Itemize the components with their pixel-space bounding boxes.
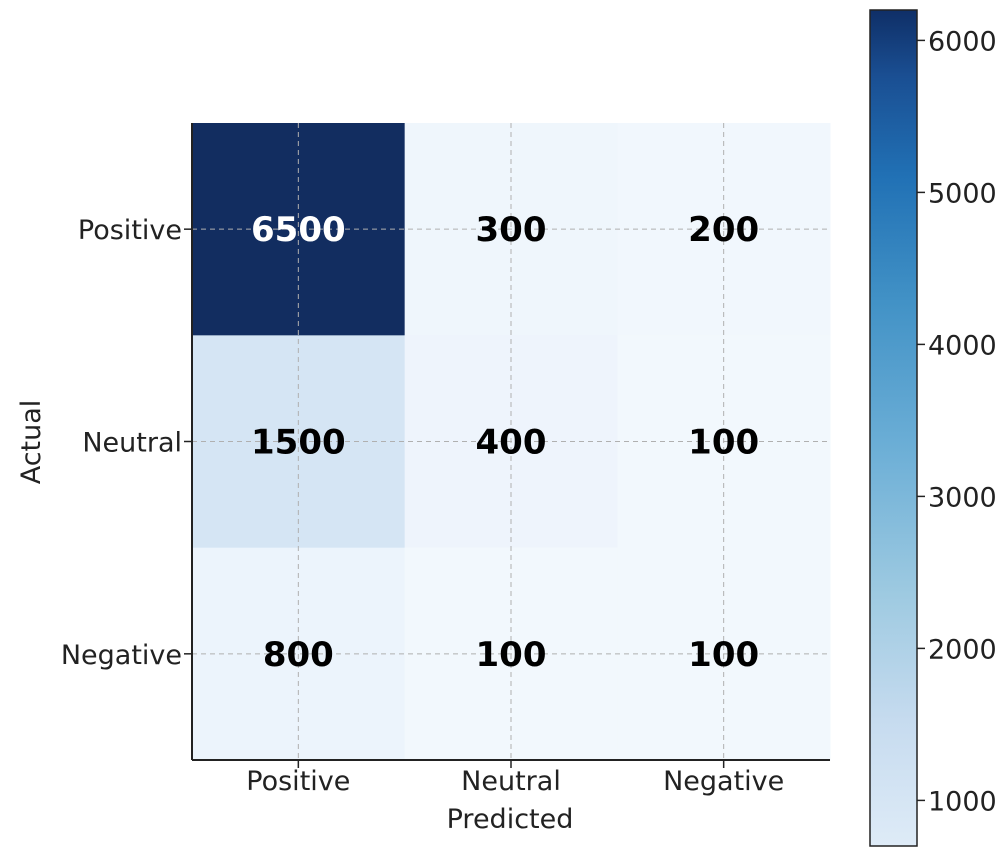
x-axis-label: Predicted bbox=[447, 804, 574, 835]
cell-values: 6500 300 200 1500 400 100 800 100 100 bbox=[251, 210, 759, 675]
cell-value-r2-c0: 800 bbox=[263, 635, 334, 675]
cell-value-r1-c1: 400 bbox=[476, 423, 547, 463]
colorbar-tick-label-0: 1000 bbox=[928, 786, 997, 817]
colorbar-gradient bbox=[869, 9, 918, 847]
x-tick-label-2: Negative bbox=[663, 766, 784, 797]
x-tick-labels: Positive Neutral Negative bbox=[246, 760, 784, 797]
y-tick-labels: Positive Neutral Negative bbox=[61, 215, 192, 671]
cell-value-r0-c1: 300 bbox=[476, 210, 547, 250]
x-tick-label-0: Positive bbox=[246, 766, 350, 797]
y-tick-label-1: Neutral bbox=[82, 428, 182, 459]
colorbar-tick-label-2: 3000 bbox=[928, 482, 997, 513]
x-tick-label-1: Neutral bbox=[461, 766, 561, 797]
y-axis-label: Actual bbox=[16, 400, 47, 485]
cell-value-r1-c2: 100 bbox=[688, 423, 759, 463]
colorbar-tick-label-1: 2000 bbox=[928, 634, 997, 665]
cell-value-r0-c0: 6500 bbox=[251, 210, 346, 250]
colorbar-tick-label-3: 4000 bbox=[928, 330, 997, 361]
cell-value-r2-c1: 100 bbox=[476, 635, 547, 675]
colorbar: 1000 2000 3000 4000 5000 6000 bbox=[869, 9, 997, 847]
heatmap-cell-r0-c0 bbox=[192, 123, 406, 336]
cell-value-r2-c2: 100 bbox=[688, 635, 759, 675]
colorbar-tick-label-4: 5000 bbox=[928, 178, 997, 209]
y-tick-label-0: Positive bbox=[78, 215, 182, 246]
grid-lines bbox=[192, 123, 830, 760]
colorbar-tick-label-5: 6000 bbox=[928, 26, 997, 57]
cell-value-r0-c2: 200 bbox=[688, 210, 759, 250]
colorbar-ticks: 1000 2000 3000 4000 5000 6000 bbox=[917, 26, 997, 817]
cell-value-r1-c0: 1500 bbox=[251, 423, 346, 463]
y-tick-label-2: Negative bbox=[61, 640, 182, 671]
